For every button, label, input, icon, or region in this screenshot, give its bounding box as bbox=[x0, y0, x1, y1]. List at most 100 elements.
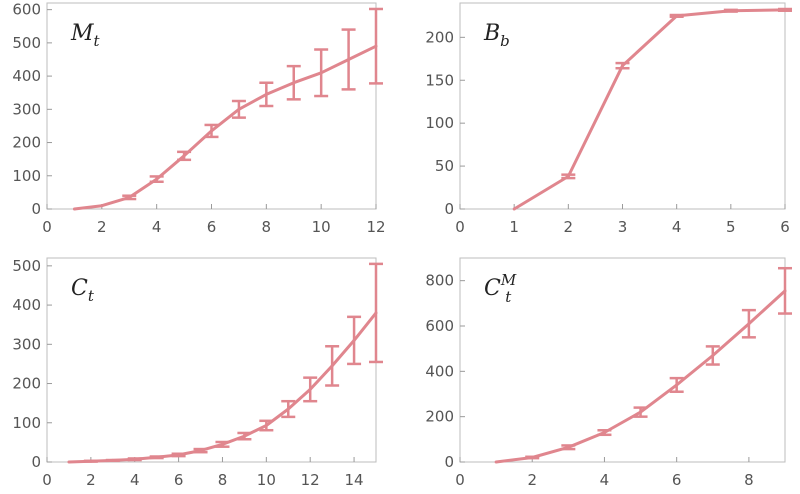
panel-label-subscript: t bbox=[505, 288, 512, 306]
data-point bbox=[155, 177, 159, 181]
x-tick-label: 8 bbox=[262, 218, 272, 236]
y-tick-label: 400 bbox=[12, 296, 41, 314]
series-line bbox=[513, 8, 786, 211]
x-tick-label: 3 bbox=[618, 218, 628, 236]
data-point bbox=[729, 9, 733, 13]
series-line bbox=[68, 311, 378, 464]
panel-label-main: C bbox=[484, 276, 501, 301]
data-point bbox=[374, 311, 378, 315]
y-tick-label: 800 bbox=[425, 272, 454, 290]
x-tick-label: 6 bbox=[207, 218, 217, 236]
data-point bbox=[352, 338, 356, 342]
data-point bbox=[494, 460, 498, 464]
chart-panel-3: 0 2 4 6 8 10 12 14 0 100 200 300 400 500 Ct bbox=[12, 257, 383, 489]
y-tick-label: 150 bbox=[425, 71, 454, 89]
panel-label: Bb bbox=[483, 21, 510, 50]
data-point bbox=[783, 289, 787, 293]
data-point bbox=[89, 459, 93, 463]
y-tick-label: 0 bbox=[444, 200, 454, 218]
panel-label-main: B bbox=[483, 21, 500, 46]
x-tick-label: 0 bbox=[455, 471, 465, 489]
data-point bbox=[530, 455, 534, 459]
panel-label-subscript: b bbox=[500, 32, 510, 50]
y-tick-label: 50 bbox=[435, 157, 454, 175]
panel-label-main: M bbox=[70, 21, 94, 46]
data-point bbox=[566, 445, 570, 449]
x-tick-label: 2 bbox=[527, 471, 537, 489]
data-point bbox=[621, 64, 624, 68]
data-point bbox=[639, 410, 643, 414]
x-tick-label: 12 bbox=[366, 218, 385, 236]
y-tick-label: 500 bbox=[12, 257, 41, 275]
panel-label-subscript: t bbox=[94, 32, 101, 50]
series-line bbox=[495, 289, 787, 464]
x-tick-label: 12 bbox=[301, 471, 320, 489]
y-tick-label: 300 bbox=[12, 100, 41, 118]
x-tick-label: 14 bbox=[345, 471, 364, 489]
data-point bbox=[177, 453, 181, 457]
y-tick-label: 400 bbox=[12, 67, 41, 85]
data-point bbox=[675, 383, 679, 387]
y-tick-label: 100 bbox=[12, 414, 41, 432]
data-point bbox=[127, 195, 131, 199]
x-tick-label: 4 bbox=[672, 218, 682, 236]
data-point bbox=[347, 57, 351, 61]
y-tick-label: 500 bbox=[12, 34, 41, 52]
x-tick-label: 2 bbox=[97, 218, 107, 236]
data-point bbox=[711, 353, 715, 357]
x-tick-label: 6 bbox=[780, 218, 790, 236]
y-tick-label: 400 bbox=[425, 362, 454, 380]
panel-label: Ct bbox=[71, 276, 95, 305]
plot-frame bbox=[46, 257, 377, 463]
data-point bbox=[330, 364, 334, 368]
x-tick-label: 6 bbox=[174, 471, 184, 489]
data-point bbox=[67, 460, 71, 464]
data-point bbox=[72, 207, 76, 211]
x-tick-label: 2 bbox=[564, 218, 574, 236]
x-tick-label: 10 bbox=[257, 471, 276, 489]
data-point bbox=[155, 455, 159, 459]
chart-panel-2: 0 1 2 3 4 5 6 0 50 100 150 200 Bb bbox=[425, 2, 792, 236]
data-point bbox=[286, 407, 290, 411]
data-point bbox=[264, 424, 268, 428]
panel-label-superscript: M bbox=[500, 271, 517, 289]
x-tick-label: 6 bbox=[672, 471, 682, 489]
data-point bbox=[319, 71, 323, 75]
y-tick-label: 100 bbox=[12, 167, 41, 185]
series-line bbox=[74, 44, 377, 211]
data-point bbox=[111, 458, 115, 462]
panel-label-main: C bbox=[71, 276, 88, 301]
x-tick-label: 4 bbox=[130, 471, 140, 489]
data-point bbox=[242, 434, 246, 438]
data-point bbox=[747, 322, 751, 326]
y-tick-label: 0 bbox=[444, 453, 454, 471]
plot-frame bbox=[459, 257, 786, 463]
panel-label: CM t bbox=[484, 271, 517, 306]
y-tick-label: 100 bbox=[425, 114, 454, 132]
data-point bbox=[783, 8, 787, 12]
x-tick-label: 8 bbox=[744, 471, 754, 489]
data-point bbox=[100, 204, 104, 208]
data-point bbox=[374, 44, 378, 48]
y-tick-label: 600 bbox=[12, 1, 41, 19]
chart-panel-1: 0 2 4 6 8 10 12 0 100 200 300 400 500 600 Mt bbox=[12, 1, 385, 236]
data-point bbox=[512, 207, 516, 211]
y-tick-label: 0 bbox=[31, 453, 41, 471]
data-point bbox=[602, 431, 606, 435]
x-tick-label: 8 bbox=[218, 471, 228, 489]
chart-panel-4: 0 2 4 6 8 0 200 400 600 800 CM t bbox=[425, 257, 792, 489]
x-tick-label: 1 bbox=[509, 218, 519, 236]
x-tick-label: 5 bbox=[726, 218, 736, 236]
x-tick-label: 4 bbox=[152, 218, 162, 236]
y-tick-label: 200 bbox=[425, 28, 454, 46]
panel-label: Mt bbox=[70, 21, 101, 50]
data-point bbox=[182, 154, 186, 158]
data-point bbox=[237, 107, 241, 111]
y-tick-label: 200 bbox=[425, 408, 454, 426]
x-tick-label: 2 bbox=[86, 471, 96, 489]
y-tick-label: 300 bbox=[12, 335, 41, 353]
panel-label-subscript: t bbox=[88, 287, 95, 305]
data-point bbox=[264, 92, 268, 96]
y-tick-label: 200 bbox=[12, 134, 41, 152]
